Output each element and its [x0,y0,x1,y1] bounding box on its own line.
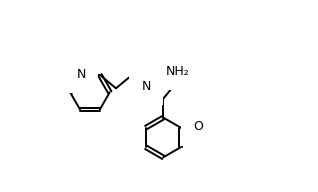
Text: N: N [76,68,86,81]
Text: N: N [142,80,151,93]
Text: NH₂: NH₂ [166,65,189,78]
Text: O: O [193,120,204,133]
